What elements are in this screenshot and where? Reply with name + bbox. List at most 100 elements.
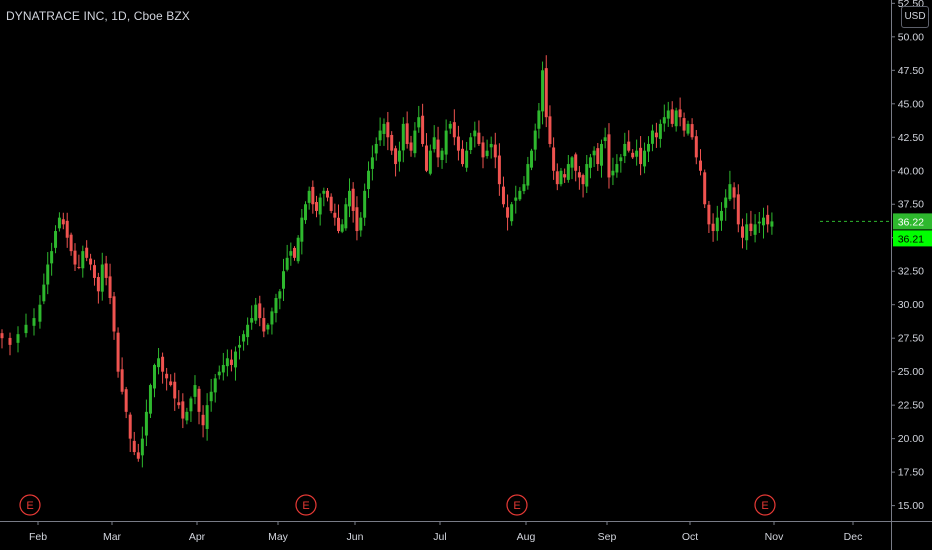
candle-body [518, 190, 522, 200]
candle-body [351, 188, 355, 211]
y-tick-label: 27.50 [898, 333, 924, 345]
candle-body [300, 217, 304, 242]
y-tick-label: 15.00 [898, 500, 924, 512]
candle-body [104, 263, 108, 278]
earnings-marker[interactable] [506, 494, 528, 516]
candle-body [229, 359, 233, 365]
candle-body [262, 318, 266, 332]
candle-body [177, 402, 181, 406]
candle-body [662, 117, 666, 124]
candle-body [315, 202, 318, 211]
earnings-marker-label: E [26, 500, 33, 512]
candle-body [448, 123, 452, 129]
price-countdown-box [893, 230, 932, 247]
y-tick-label: 30.00 [898, 299, 924, 311]
candle-body [469, 137, 473, 151]
candle-body [116, 332, 120, 372]
candle-body [401, 123, 405, 151]
earnings-marker[interactable] [754, 494, 776, 516]
chart-title: DYNATRACE INC, 1D, Cboe BZX [6, 9, 190, 23]
candle-body [296, 237, 300, 262]
candle-body [530, 150, 534, 168]
candle-body [670, 109, 674, 124]
last-price-label: 36.22 [898, 216, 924, 228]
candle-body [285, 257, 289, 270]
y-tick-label: 37.50 [898, 199, 924, 211]
candle-body [514, 197, 518, 201]
candle-body [728, 184, 732, 200]
candle-body [397, 150, 401, 162]
candle-body [69, 234, 73, 252]
candle-body [367, 170, 371, 190]
candle-body [711, 223, 715, 232]
earnings-marker[interactable] [19, 494, 41, 516]
candle-body [699, 160, 702, 171]
candle-body [238, 344, 242, 348]
candle-body [242, 334, 246, 342]
candle-body [57, 217, 61, 229]
candle-body [510, 204, 514, 222]
candle-body [24, 324, 28, 334]
candle-body [707, 204, 711, 225]
candle-body [592, 150, 596, 156]
candle-body [417, 117, 421, 128]
candle-body [270, 311, 274, 325]
candle-body [559, 170, 563, 185]
candle-body [682, 118, 686, 131]
candle-body [544, 68, 548, 118]
last-price-box [893, 213, 932, 230]
earnings-marker[interactable] [295, 494, 317, 516]
candle-body [650, 130, 654, 144]
candle-body [405, 123, 409, 144]
candle-body [0, 333, 4, 339]
candle-body [54, 231, 58, 248]
candle-body [409, 142, 413, 151]
candle-body [493, 144, 497, 158]
candle-body [246, 324, 250, 338]
candle-body [329, 196, 333, 211]
candle-body [89, 258, 93, 265]
candle-body [631, 152, 635, 158]
x-tick-label: Oct [682, 531, 698, 543]
candle-body [289, 251, 293, 256]
candle-body [424, 145, 428, 171]
candle-body [282, 271, 285, 289]
candle-body [77, 266, 81, 268]
candle-body [577, 172, 581, 178]
x-tick-label: Mar [103, 531, 122, 543]
candle-body [732, 187, 736, 198]
candle-body [193, 385, 197, 397]
candle-body [344, 204, 348, 229]
candle-body [128, 414, 132, 439]
price-countdown-label: 36.21 [898, 233, 924, 245]
candle-body [619, 157, 623, 162]
candle-body [461, 148, 465, 165]
candle-body [497, 155, 501, 185]
candle-body [92, 265, 96, 278]
candle-body [157, 358, 161, 368]
candle-body [465, 150, 469, 168]
candle-body [209, 391, 213, 402]
candle-body [522, 184, 526, 192]
candle-body [61, 219, 65, 225]
candle-body [153, 364, 156, 389]
candle-body [428, 150, 432, 174]
candle-body [165, 373, 169, 379]
candle-body [489, 143, 493, 148]
candle-body [311, 186, 315, 205]
candle-body [374, 143, 378, 154]
candle-body [581, 175, 585, 185]
candle-body [250, 318, 254, 323]
candle-body [647, 143, 650, 152]
candle-body [770, 221, 774, 227]
candle-body [555, 171, 559, 185]
currency-button[interactable]: USD [901, 6, 929, 28]
candle-body [749, 223, 753, 232]
candle-body [674, 110, 678, 127]
earnings-marker-label: E [761, 500, 768, 512]
candle-body [348, 190, 351, 207]
candle-body [233, 351, 237, 368]
candle-body [132, 440, 136, 453]
candle-body [563, 174, 567, 178]
